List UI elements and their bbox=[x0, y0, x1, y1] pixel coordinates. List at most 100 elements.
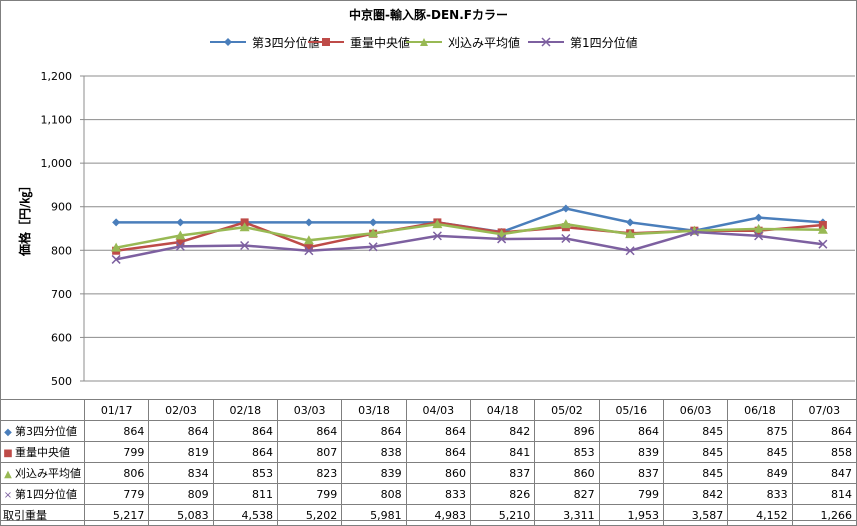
table-cell: 841 bbox=[469, 441, 536, 463]
table-column-header: 04/03 bbox=[405, 399, 471, 421]
table-cell: 864 bbox=[212, 420, 278, 442]
table-series-marker-icon: ◆ bbox=[4, 427, 12, 438]
table-cell: 833 bbox=[405, 483, 471, 505]
table-corner bbox=[0, 399, 85, 421]
y-tick-label: 700 bbox=[51, 288, 72, 301]
table-cell: 4,538 bbox=[212, 504, 278, 526]
data-point bbox=[175, 241, 185, 251]
table-series-label: 刈込み平均値 bbox=[15, 467, 81, 480]
table-cell: 823 bbox=[276, 462, 343, 484]
table-column-header: 03/03 bbox=[276, 399, 343, 421]
data-point bbox=[561, 233, 571, 244]
table-cell: 799 bbox=[598, 483, 664, 505]
chart-title: 中京圏-輸入豚-DEN.Fカラー bbox=[349, 8, 508, 22]
table-cell: 842 bbox=[469, 420, 536, 442]
table-cell: 1,266 bbox=[791, 504, 857, 526]
table-cell: 838 bbox=[341, 441, 407, 463]
legend-label-trimmed: 刈込み平均値 bbox=[448, 36, 521, 50]
table-cell: 847 bbox=[791, 462, 857, 484]
table-cell: 5,083 bbox=[148, 504, 214, 526]
table-cell: 819 bbox=[148, 441, 214, 463]
series-line bbox=[115, 222, 823, 249]
data-point bbox=[239, 222, 250, 232]
legend-marker-median bbox=[308, 38, 344, 46]
y-tick-label: 900 bbox=[51, 201, 72, 214]
table-cell: 827 bbox=[534, 483, 600, 505]
table-cell: 845 bbox=[662, 462, 729, 484]
data-point bbox=[625, 246, 635, 256]
data-point bbox=[303, 235, 314, 245]
data-point bbox=[560, 219, 571, 229]
plot-area: 500 600 700 800 900 1,000 1,100 1,200 bbox=[41, 70, 855, 388]
table-cell: 4,983 bbox=[405, 504, 471, 526]
table-cell: 5,210 bbox=[469, 504, 536, 526]
data-point bbox=[497, 234, 507, 244]
table-row-header: ■ 重量中央値 bbox=[0, 441, 85, 463]
table-cell: 799 bbox=[83, 441, 150, 463]
y-tick-label: 1,200 bbox=[41, 70, 73, 83]
data-point bbox=[432, 219, 443, 229]
table-column-header: 06/18 bbox=[727, 399, 793, 421]
legend-label-median: 重量中央値 bbox=[350, 36, 411, 50]
table-cell: 845 bbox=[662, 441, 729, 463]
table-cell: 837 bbox=[469, 462, 536, 484]
table-cell: 864 bbox=[405, 420, 471, 442]
table-cell: 849 bbox=[727, 462, 793, 484]
data-point bbox=[111, 242, 122, 252]
y-tick-label: 1,000 bbox=[41, 157, 73, 170]
table-cell: 3,311 bbox=[534, 504, 600, 526]
table-cell: 811 bbox=[212, 483, 278, 505]
table-cell: 864 bbox=[83, 420, 150, 442]
series-group bbox=[111, 204, 828, 264]
data-point bbox=[176, 218, 185, 227]
series-3 bbox=[111, 227, 828, 264]
table-row-header: ▲ 刈込み平均値 bbox=[0, 462, 85, 484]
table-row: ■ 重量中央値 799 819 864 807 838 864 841 853 839 845 845 8… bbox=[0, 441, 857, 463]
data-point bbox=[753, 223, 764, 233]
table-cell: 875 bbox=[727, 420, 793, 442]
table-cell: 833 bbox=[727, 483, 793, 505]
table-column-header: 04/18 bbox=[469, 399, 536, 421]
table-cell: 864 bbox=[212, 441, 278, 463]
table-cell: 809 bbox=[148, 483, 214, 505]
data-point bbox=[754, 213, 763, 222]
table-row: × 第1四分位値 779 809 811 799 808 833 826 827 799 842 833… bbox=[0, 483, 857, 505]
gridlines bbox=[80, 75, 855, 382]
legend-marker-q3 bbox=[210, 38, 246, 46]
y-tick-label: 500 bbox=[51, 375, 72, 388]
table-column-header: 01/17 bbox=[83, 399, 150, 421]
table-cell: 806 bbox=[83, 462, 150, 484]
table-row-header: × 第1四分位値 bbox=[0, 483, 85, 505]
data-point bbox=[112, 218, 121, 227]
legend-label-q3: 第3四分位値 bbox=[252, 36, 320, 50]
legend-marker-trimmed bbox=[406, 38, 442, 46]
table-column-header: 07/03 bbox=[791, 399, 857, 421]
legend-marker-q1 bbox=[528, 37, 564, 47]
legend-label-q1: 第1四分位値 bbox=[570, 36, 638, 50]
table-cell: 864 bbox=[276, 420, 343, 442]
data-point bbox=[818, 239, 828, 249]
y-tick-label: 800 bbox=[51, 244, 72, 257]
data-point bbox=[369, 218, 378, 227]
table-series-marker-icon: × bbox=[3, 490, 13, 501]
table-cell: 842 bbox=[662, 483, 729, 505]
table-cell: 839 bbox=[598, 441, 664, 463]
y-tick-labels: 500 600 700 800 900 1,000 1,100 1,200 bbox=[41, 70, 73, 388]
table-cell: 864 bbox=[598, 420, 664, 442]
data-point bbox=[111, 254, 121, 264]
table-row: ◆ 第3四分位値 864 864 864 864 864 864 842 896 864 845 875… bbox=[0, 420, 857, 442]
table-column-header: 05/16 bbox=[598, 399, 664, 421]
data-point bbox=[304, 243, 313, 252]
y-tick-label: 600 bbox=[51, 331, 72, 344]
data-point bbox=[626, 218, 635, 227]
y-tick-label: 1,100 bbox=[41, 114, 73, 127]
data-point bbox=[304, 246, 314, 256]
data-point bbox=[368, 228, 379, 238]
data-table: 01/17 02/03 02/18 03/03 03/18 04/03 04/18 05/02… bbox=[0, 399, 857, 526]
table-cell: 853 bbox=[534, 441, 600, 463]
chart-legend: 第3四分位値 重量中央値 刈込み平均値 第1四分位値 bbox=[0, 34, 857, 50]
table-cell: 808 bbox=[341, 483, 407, 505]
data-point bbox=[176, 238, 185, 247]
table-cell: 845 bbox=[662, 420, 729, 442]
table-column-header: 03/18 bbox=[341, 399, 407, 421]
